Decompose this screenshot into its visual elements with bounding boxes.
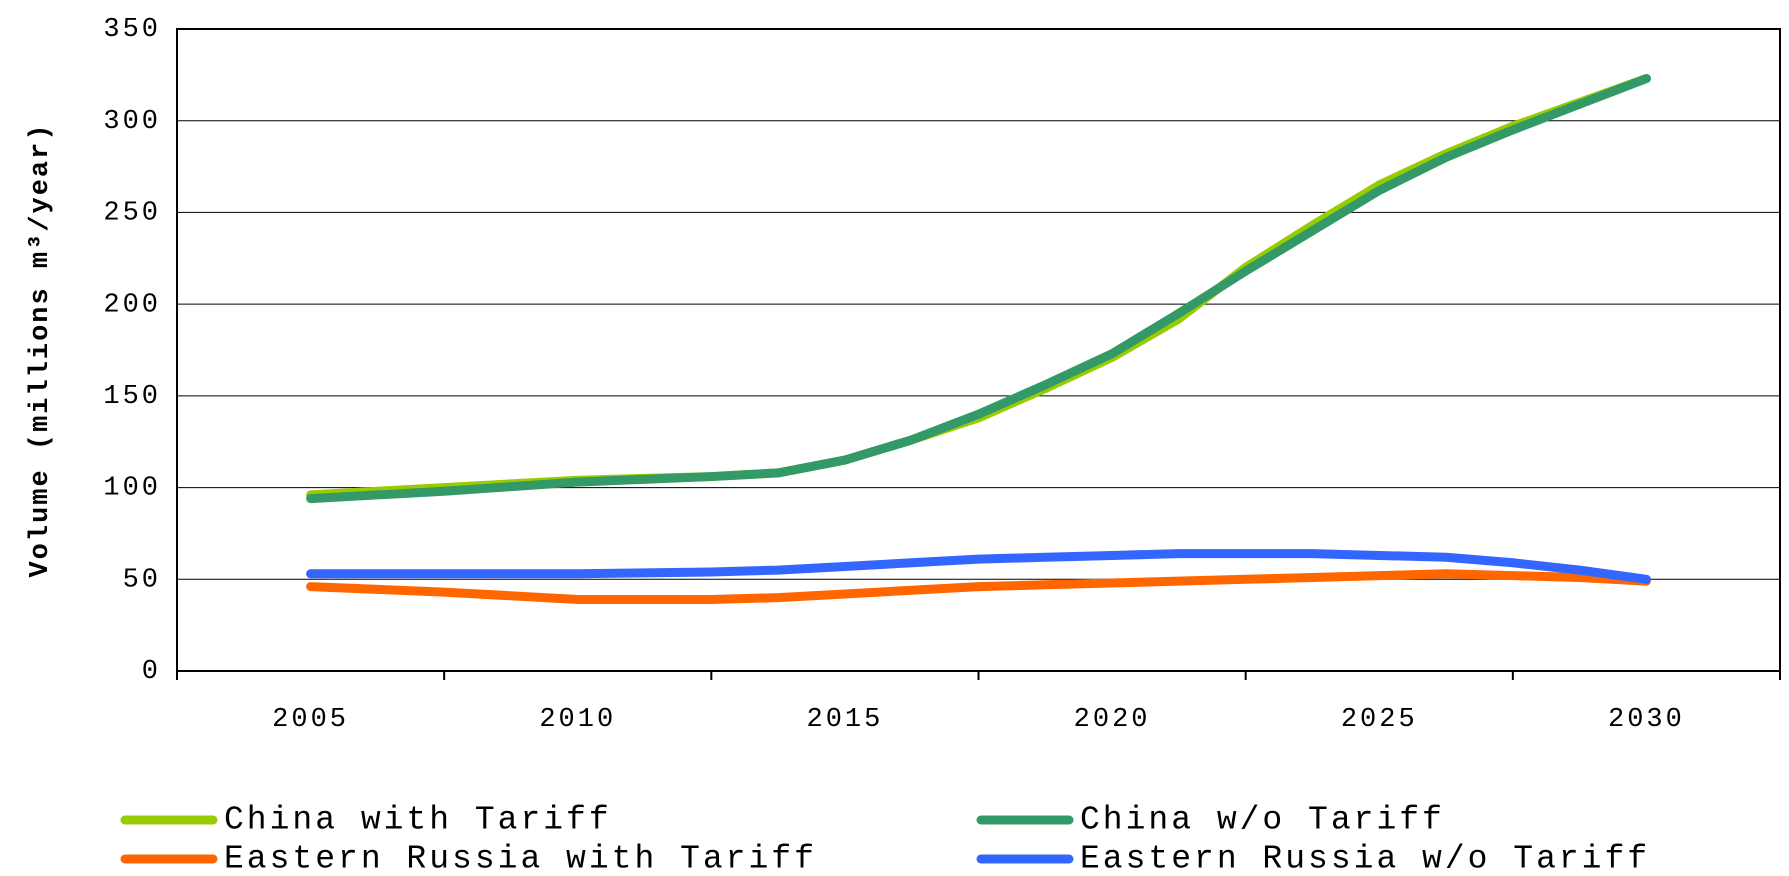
y-tick-label: 350	[103, 15, 161, 45]
y-tick-label: 0	[142, 657, 161, 687]
x-tick-label: 2030	[1608, 705, 1685, 735]
legend-label: China with Tariff	[224, 802, 612, 839]
y-tick-label: 300	[103, 107, 161, 137]
y-tick-label: 150	[103, 382, 161, 412]
legend-label: China w/o Tariff	[1080, 802, 1445, 839]
y-tick-label: 50	[123, 565, 161, 595]
legend-label: Eastern Russia w/o Tariff	[1080, 841, 1650, 876]
y-tick-label: 200	[103, 290, 161, 320]
line-series	[306, 74, 1651, 500]
x-tick-label: 2025	[1341, 705, 1418, 735]
legend-label: Eastern Russia with Tariff	[224, 841, 817, 876]
line-series	[306, 74, 1651, 504]
x-tick-label: 2015	[807, 705, 884, 735]
line-series	[306, 549, 1651, 584]
x-tick-label: 2020	[1074, 705, 1151, 735]
x-tick-label: 2005	[272, 705, 349, 735]
x-tick-label: 2010	[539, 705, 616, 735]
y-axis-label: Volume (millions m³/year)	[26, 122, 56, 577]
y-tick-label: 100	[103, 474, 161, 504]
y-tick-label: 250	[103, 199, 161, 229]
line-series	[306, 569, 1651, 604]
